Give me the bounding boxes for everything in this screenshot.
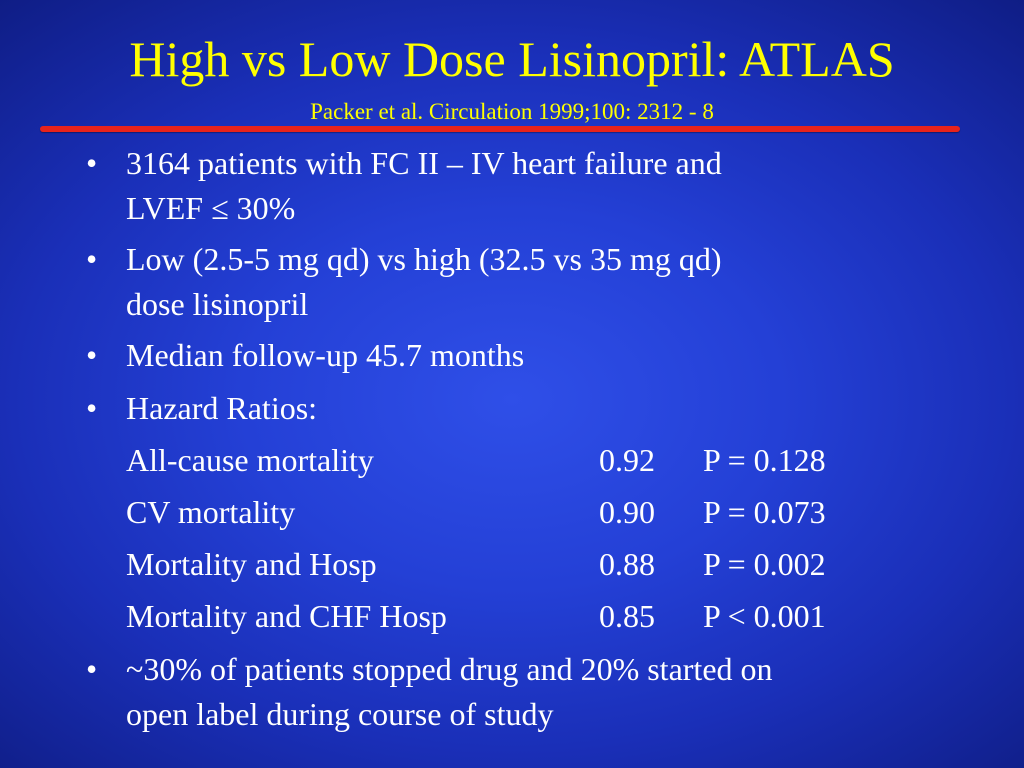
title-divider: [40, 126, 960, 132]
hr-p-value: P < 0.001: [703, 598, 826, 634]
hr-outcome-label: Mortality and Hosp: [126, 546, 377, 582]
bullet-dose-line2: dose lisinopril: [126, 286, 309, 322]
bullet-marker: •: [86, 241, 98, 277]
hr-outcome-label: Mortality and CHF Hosp: [126, 598, 447, 634]
hr-value: 0.90: [599, 494, 655, 530]
bullet-open-label-line1: ~30% of patients stopped drug and 20% st…: [126, 651, 773, 687]
bullet-followup: Median follow-up 45.7 months: [126, 337, 525, 373]
hr-p-value: P = 0.002: [703, 546, 826, 582]
bullet-hazard-ratios: Hazard Ratios:: [126, 390, 318, 426]
hr-value: 0.92: [599, 442, 655, 478]
slide-citation: Packer et al. Circulation 1999;100: 2312…: [310, 99, 714, 124]
hr-value: 0.85: [599, 598, 655, 634]
hr-outcome-label: All-cause mortality: [126, 442, 374, 478]
hr-outcome-label: CV mortality: [126, 494, 296, 530]
bullet-patients-line2: LVEF ≤ 30%: [126, 190, 296, 226]
bullet-patients-line1: 3164 patients with FC II – IV heart fail…: [126, 145, 722, 181]
hr-p-value: P = 0.128: [703, 442, 826, 478]
bullet-marker: •: [86, 145, 98, 181]
bullet-open-label-line2: open label during course of study: [126, 696, 554, 732]
bullet-marker: •: [86, 390, 98, 426]
bullet-marker: •: [86, 651, 98, 687]
hr-value: 0.88: [599, 546, 655, 582]
bullet-dose-line1: Low (2.5-5 mg qd) vs high (32.5 vs 35 mg…: [126, 241, 722, 277]
hr-p-value: P = 0.073: [703, 494, 826, 530]
slide-title: High vs Low Dose Lisinopril: ATLAS: [129, 31, 895, 87]
bullet-marker: •: [86, 337, 98, 373]
